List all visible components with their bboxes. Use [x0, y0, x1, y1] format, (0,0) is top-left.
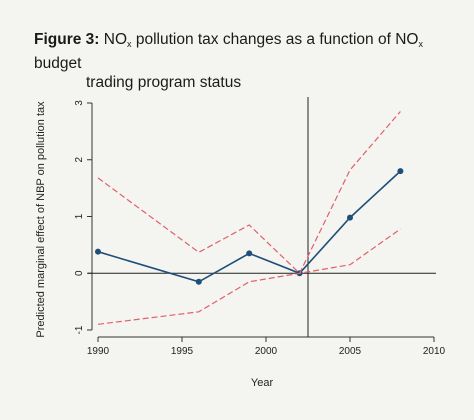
figure-label: Figure 3: — [34, 31, 100, 48]
estimate-point — [195, 278, 202, 285]
estimate-point — [347, 214, 353, 221]
y-tick-label: 2 — [74, 157, 85, 163]
title-subscript: x — [127, 39, 132, 49]
figure-title-text: NOx pollution tax changes as a function … — [34, 31, 423, 72]
x-tick-label: 2005 — [339, 346, 362, 357]
estimate-line — [97, 170, 401, 283]
title-subscript: x — [418, 39, 423, 49]
figure-title: Figure 3: NOx pollution tax changes as a… — [34, 30, 454, 92]
y-tick-label: -1 — [74, 325, 85, 334]
confidence-bound-line — [97, 111, 401, 275]
title-segment: budget — [34, 55, 82, 72]
figure-title-line2: trading program status — [86, 74, 242, 91]
y-tick-label: 3 — [74, 100, 85, 106]
title-segment: NO — [103, 31, 128, 48]
x-tick-label: 1995 — [171, 346, 194, 357]
y-tick-label: 1 — [74, 213, 85, 219]
title-segment: pollution tax changes as a function of N… — [131, 31, 419, 48]
x-tick-label: 1990 — [87, 346, 110, 357]
estimate-point — [246, 250, 253, 257]
confidence-bound-line — [97, 228, 401, 325]
chart-series — [95, 111, 404, 325]
chart-labels: -1 0 1 2 3 1990 1995 2000 2005 2010 Year Predicted … — [35, 100, 446, 389]
estimate-point — [95, 248, 101, 255]
reference-lines — [88, 97, 436, 337]
chart-axes — [87, 102, 435, 342]
x-tick-label: 2000 — [255, 346, 278, 357]
y-axis-label: Predicted marginal effect of NBP on poll… — [35, 101, 47, 338]
x-axis-label: Year — [251, 377, 274, 389]
estimate-point — [397, 168, 404, 175]
y-tick-label: 0 — [74, 270, 85, 276]
x-tick-label: 2010 — [423, 346, 446, 357]
